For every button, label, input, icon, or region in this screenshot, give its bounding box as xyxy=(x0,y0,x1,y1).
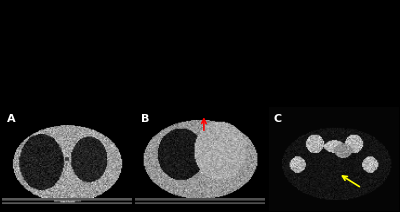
Text: C: C xyxy=(274,114,282,124)
Text: A: A xyxy=(7,114,16,124)
Text: B: B xyxy=(140,114,149,124)
